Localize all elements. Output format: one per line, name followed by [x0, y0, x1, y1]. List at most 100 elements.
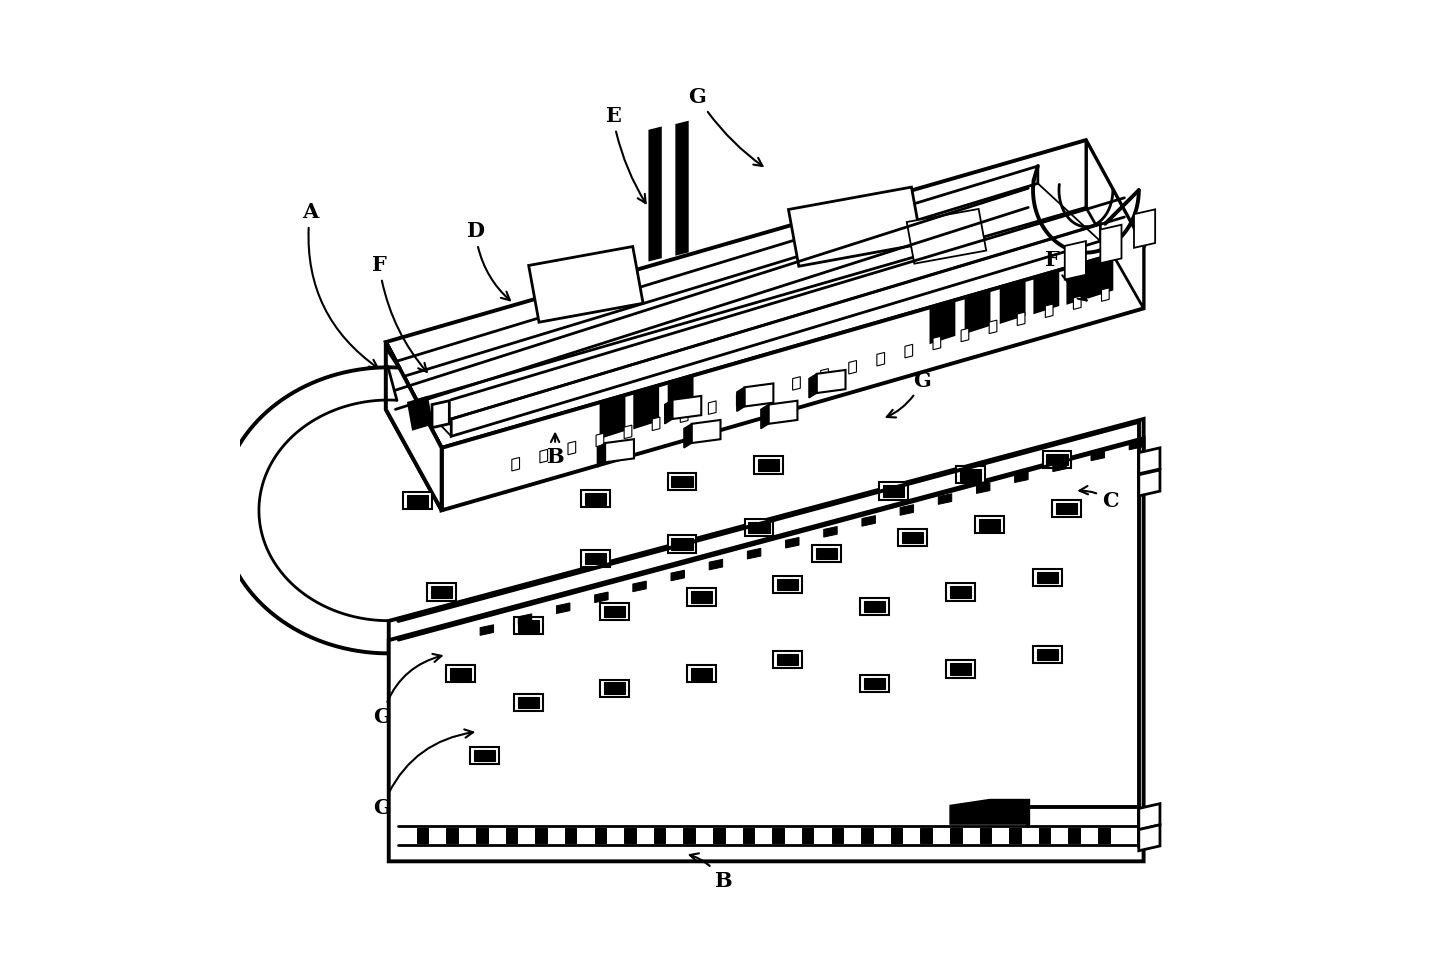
Polygon shape: [1043, 451, 1072, 468]
Polygon shape: [931, 301, 954, 343]
Polygon shape: [470, 747, 500, 765]
Polygon shape: [687, 588, 716, 606]
Polygon shape: [692, 420, 720, 443]
Polygon shape: [386, 342, 441, 510]
Polygon shape: [1017, 312, 1025, 325]
Polygon shape: [408, 397, 432, 429]
Polygon shape: [906, 209, 986, 264]
Polygon shape: [980, 827, 991, 843]
Text: F: F: [1045, 250, 1087, 300]
Polygon shape: [831, 827, 843, 843]
Polygon shape: [667, 535, 696, 553]
Polygon shape: [821, 369, 829, 382]
Polygon shape: [1091, 450, 1104, 460]
Polygon shape: [568, 441, 576, 455]
Polygon shape: [879, 482, 908, 500]
Polygon shape: [774, 576, 803, 593]
Polygon shape: [687, 665, 716, 683]
Polygon shape: [932, 336, 941, 350]
Polygon shape: [1068, 262, 1091, 303]
Polygon shape: [451, 223, 1101, 436]
Polygon shape: [947, 584, 976, 601]
Polygon shape: [774, 651, 803, 668]
Polygon shape: [785, 537, 798, 548]
Polygon shape: [742, 827, 754, 843]
Polygon shape: [585, 493, 607, 505]
Polygon shape: [389, 438, 1144, 861]
Polygon shape: [595, 827, 607, 843]
Polygon shape: [1009, 827, 1020, 843]
Polygon shape: [709, 560, 722, 570]
Polygon shape: [777, 579, 798, 590]
Polygon shape: [633, 581, 646, 591]
Polygon shape: [1074, 296, 1081, 309]
Polygon shape: [777, 654, 798, 665]
Polygon shape: [1138, 470, 1160, 496]
Polygon shape: [765, 385, 772, 399]
Polygon shape: [1056, 503, 1078, 514]
Text: E: E: [605, 106, 646, 203]
Polygon shape: [976, 516, 1004, 534]
Polygon shape: [581, 550, 610, 567]
Polygon shape: [517, 697, 539, 709]
Polygon shape: [536, 827, 548, 843]
Polygon shape: [898, 529, 927, 546]
Polygon shape: [965, 292, 990, 333]
Polygon shape: [1087, 141, 1144, 308]
Polygon shape: [519, 613, 532, 624]
Polygon shape: [684, 424, 692, 448]
Text: B: B: [690, 853, 731, 891]
Polygon shape: [406, 495, 428, 507]
Polygon shape: [634, 387, 659, 429]
Text: F: F: [372, 255, 427, 372]
Polygon shape: [512, 457, 520, 471]
Polygon shape: [1000, 281, 1025, 323]
Polygon shape: [1039, 827, 1050, 843]
Polygon shape: [1038, 649, 1058, 661]
Polygon shape: [540, 450, 548, 463]
Polygon shape: [902, 532, 924, 543]
Polygon shape: [676, 122, 687, 254]
Polygon shape: [793, 377, 800, 390]
Polygon shape: [801, 827, 813, 843]
Polygon shape: [416, 827, 428, 843]
Polygon shape: [863, 601, 885, 612]
Polygon shape: [754, 456, 782, 474]
Polygon shape: [427, 584, 455, 601]
Polygon shape: [624, 827, 635, 843]
Polygon shape: [653, 417, 660, 430]
Polygon shape: [664, 400, 673, 424]
Polygon shape: [761, 404, 768, 429]
Polygon shape: [389, 419, 1144, 650]
Polygon shape: [605, 439, 634, 462]
Polygon shape: [680, 409, 687, 423]
Polygon shape: [977, 482, 990, 493]
Polygon shape: [1101, 288, 1110, 301]
Polygon shape: [386, 141, 1144, 448]
Polygon shape: [604, 683, 625, 694]
Polygon shape: [597, 433, 604, 447]
Polygon shape: [709, 401, 716, 414]
Text: G: G: [373, 729, 473, 819]
Polygon shape: [432, 401, 450, 428]
Polygon shape: [441, 246, 1144, 510]
Polygon shape: [672, 476, 693, 487]
Polygon shape: [450, 668, 471, 680]
Polygon shape: [772, 827, 784, 843]
Polygon shape: [672, 570, 684, 581]
Polygon shape: [690, 668, 712, 680]
Polygon shape: [849, 360, 856, 374]
Polygon shape: [690, 591, 712, 603]
Polygon shape: [947, 661, 976, 678]
Polygon shape: [1014, 472, 1027, 482]
Polygon shape: [938, 494, 951, 505]
Polygon shape: [514, 694, 543, 712]
Text: G: G: [886, 371, 931, 417]
Polygon shape: [748, 548, 761, 559]
Polygon shape: [808, 374, 817, 398]
Polygon shape: [951, 801, 1029, 822]
Polygon shape: [1052, 500, 1081, 517]
Polygon shape: [891, 827, 902, 843]
Polygon shape: [860, 598, 889, 615]
Polygon shape: [745, 383, 774, 406]
